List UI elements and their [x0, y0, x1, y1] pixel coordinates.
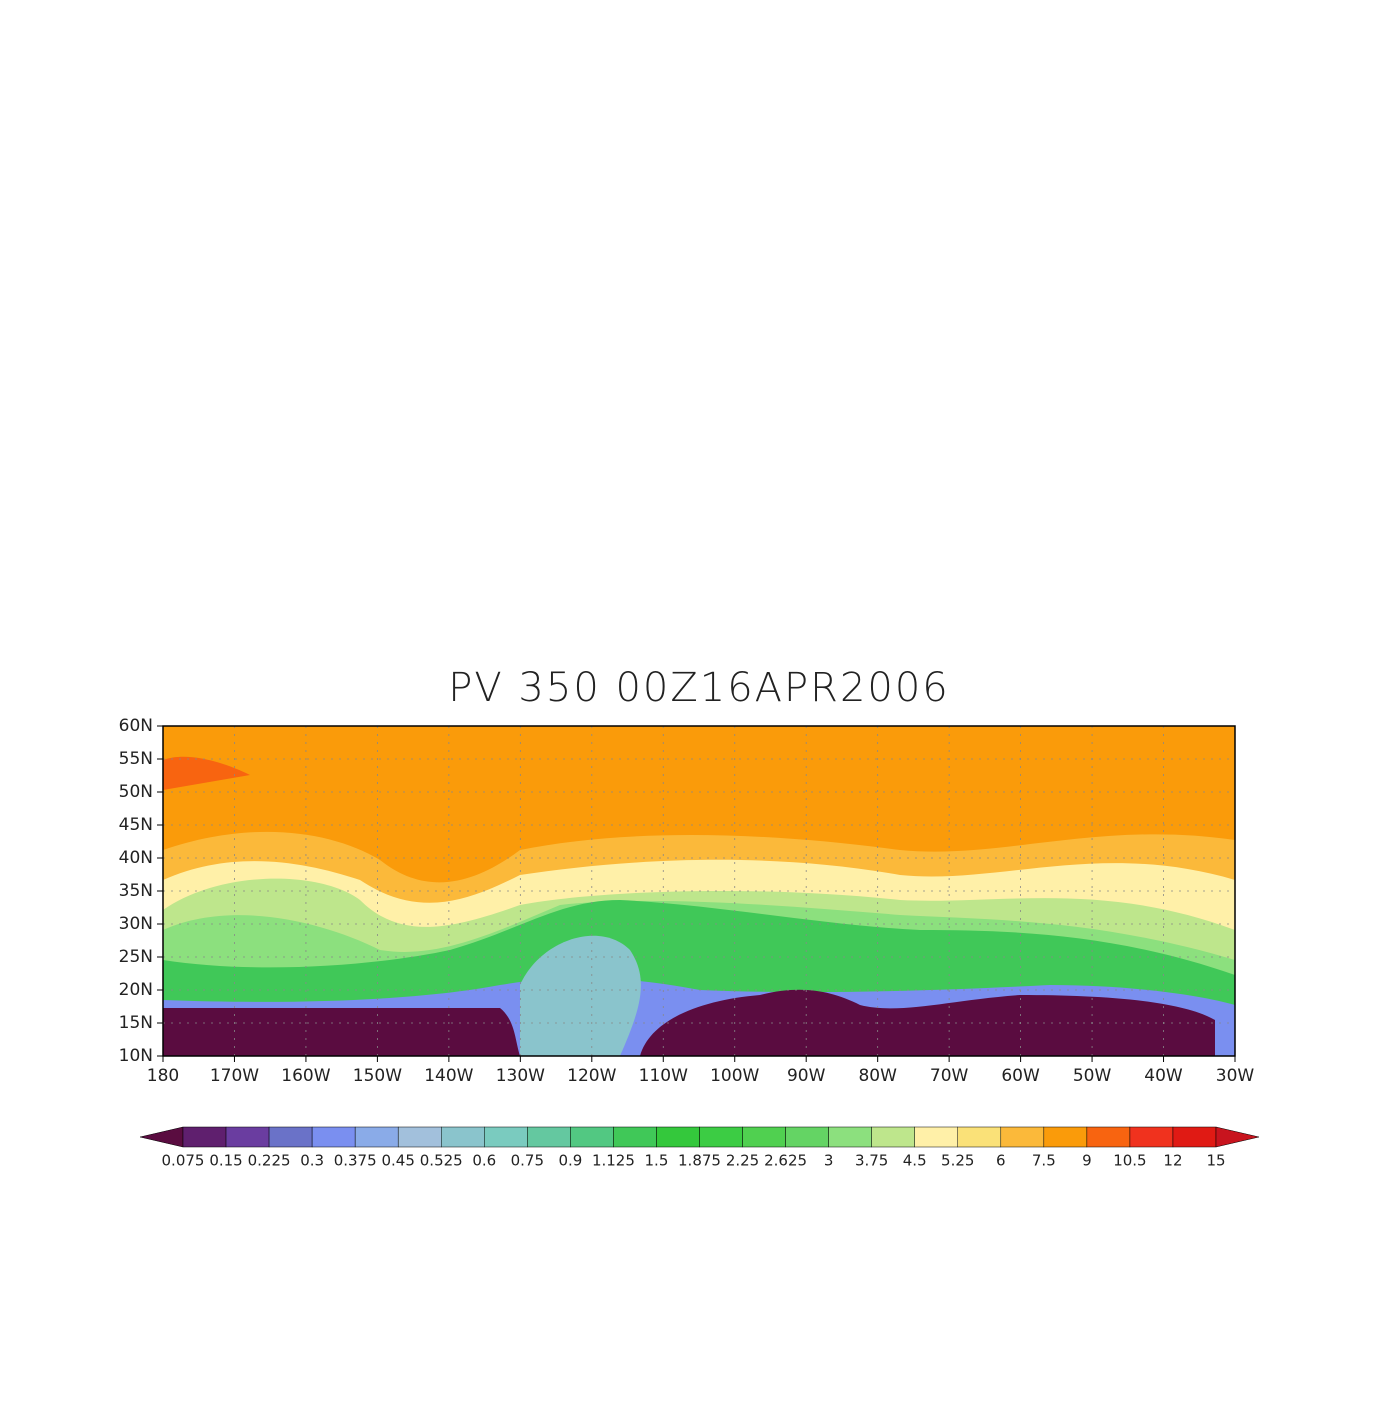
colorbar-box — [957, 1126, 1002, 1148]
y-tick-label: 55N — [119, 749, 153, 769]
colorbar-box — [527, 1126, 571, 1148]
colorbar-label: 0.375 — [334, 1152, 377, 1170]
x-tick-label: 160W — [281, 1066, 330, 1086]
colorbar-box — [1000, 1126, 1045, 1148]
y-tick-label: 20N — [119, 980, 153, 1000]
y-tick-label: 60N — [119, 716, 153, 736]
colorbar-box — [656, 1126, 700, 1148]
colorbar-box — [914, 1126, 958, 1148]
x-tick-label: 90W — [787, 1066, 826, 1086]
colorbar-box — [699, 1126, 743, 1148]
colorbar-label: 5.25 — [941, 1152, 974, 1170]
colorbar-box — [182, 1126, 227, 1148]
colorbar-label: 0.15 — [209, 1152, 242, 1170]
colorbar-label: 1.875 — [678, 1152, 721, 1170]
colorbar-box — [871, 1126, 915, 1148]
colorbar-label: 2.625 — [764, 1152, 807, 1170]
colorbar-label: 1.5 — [645, 1152, 669, 1170]
x-tick-label: 60W — [1001, 1066, 1040, 1086]
x-tick-label: 180 — [147, 1066, 179, 1086]
pv-field — [163, 726, 1235, 1056]
colorbar-label: 2.25 — [726, 1152, 759, 1170]
x-tick-label: 170W — [210, 1066, 259, 1086]
colorbar-label: 0.9 — [558, 1152, 582, 1170]
colorbar-box — [1172, 1126, 1217, 1148]
x-tick-label: 110W — [639, 1066, 688, 1086]
colorbar-box — [268, 1126, 313, 1148]
colorbar-box — [785, 1126, 829, 1148]
colorbar-box — [1043, 1126, 1088, 1148]
colorbar-box — [742, 1126, 786, 1148]
colorbar-box — [484, 1126, 528, 1148]
colorbar-label: 10.5 — [1113, 1152, 1146, 1170]
axes: 180 170W 160W 150W 140W 130W 120W 110W 100W 90W 80… — [119, 716, 1255, 1086]
y-tick-label: 10N — [119, 1046, 153, 1066]
colorbar-arrow — [1215, 1126, 1260, 1148]
colorbar-label: 6 — [996, 1152, 1006, 1170]
x-tick-label: 130W — [496, 1066, 545, 1086]
colorbar-box — [441, 1126, 485, 1148]
x-tick-label: 30W — [1216, 1066, 1255, 1086]
colorbar-label: 3 — [824, 1152, 834, 1170]
colorbar-label: 4.5 — [903, 1152, 927, 1170]
colorbar-arrow — [139, 1126, 184, 1148]
colorbar-box — [828, 1126, 872, 1148]
x-tick-label: 100W — [710, 1066, 759, 1086]
y-tick-label: 25N — [119, 947, 153, 967]
colorbar-label: 0.225 — [248, 1152, 291, 1170]
x-tick-label: 120W — [567, 1066, 616, 1086]
colorbar-label: 0.075 — [162, 1152, 205, 1170]
colorbar-label: 15 — [1206, 1152, 1225, 1170]
y-tick-label: 45N — [119, 815, 153, 835]
x-tick-label: 70W — [930, 1066, 969, 1086]
y-tick-label: 15N — [119, 1013, 153, 1033]
colorbar-label: 0.45 — [382, 1152, 415, 1170]
x-tick-label: 40W — [1144, 1066, 1183, 1086]
colorbar-label: 0.75 — [511, 1152, 544, 1170]
colorbar-box — [397, 1126, 442, 1148]
y-tick-label: 35N — [119, 881, 153, 901]
colorbar-box — [225, 1126, 270, 1148]
colorbar-box — [354, 1126, 399, 1148]
colorbar-label: 7.5 — [1032, 1152, 1056, 1170]
map-title: PV 350 00Z16APR2006 — [448, 665, 950, 711]
colorbar: 0.075 0.15 0.225 0.3 0.375 0.45 0.525 0.6 0.75 0.… — [139, 1126, 1260, 1170]
colorbar-label: 1.125 — [592, 1152, 635, 1170]
y-tick-label: 40N — [119, 848, 153, 868]
colorbar-box — [570, 1126, 614, 1148]
colorbar-box — [1129, 1126, 1174, 1148]
colorbar-label: 0.6 — [472, 1152, 496, 1170]
colorbar-label: 12 — [1163, 1152, 1182, 1170]
y-tick-label: 50N — [119, 782, 153, 802]
colorbar-label: 0.3 — [300, 1152, 324, 1170]
colorbar-box — [613, 1126, 657, 1148]
y-tick-label: 30N — [119, 914, 153, 934]
colorbar-box — [1086, 1126, 1131, 1148]
colorbar-label: 3.75 — [855, 1152, 888, 1170]
x-tick-label: 150W — [353, 1066, 402, 1086]
x-tick-label: 50W — [1073, 1066, 1112, 1086]
x-tick-label: 140W — [424, 1066, 473, 1086]
x-tick-label: 80W — [858, 1066, 897, 1086]
colorbar-box — [311, 1126, 356, 1148]
colorbar-label: 0.525 — [420, 1152, 463, 1170]
colorbar-label: 9 — [1082, 1152, 1092, 1170]
